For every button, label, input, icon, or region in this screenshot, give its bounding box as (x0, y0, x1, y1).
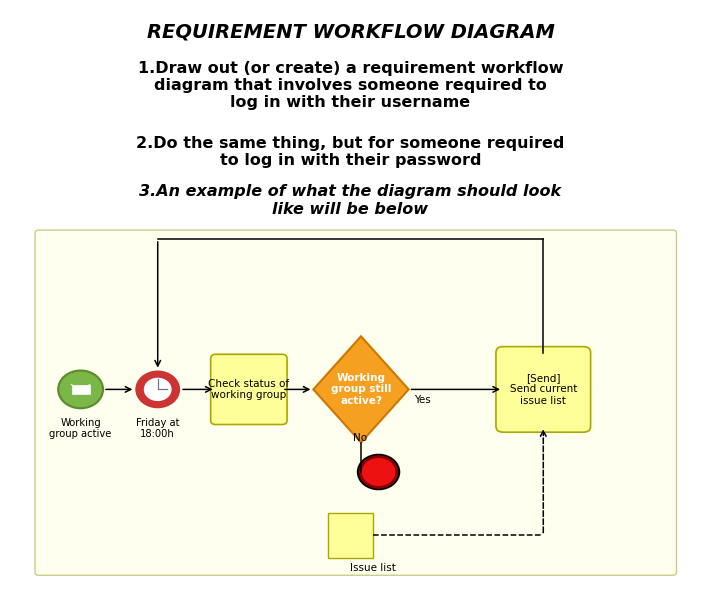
Text: No: No (353, 433, 367, 442)
Circle shape (135, 371, 180, 408)
Text: 1.Draw out (or create) a requirement workflow
diagram that involves someone requ: 1.Draw out (or create) a requirement wor… (138, 61, 563, 110)
FancyBboxPatch shape (35, 230, 676, 575)
Text: 2.Do the same thing, but for someone required
to log in with their password: 2.Do the same thing, but for someone req… (136, 136, 565, 168)
Circle shape (144, 378, 172, 401)
Circle shape (360, 457, 397, 487)
Text: 3.An example of what the diagram should look
like will be below: 3.An example of what the diagram should … (139, 185, 562, 217)
Circle shape (58, 371, 103, 408)
Polygon shape (313, 336, 409, 442)
FancyBboxPatch shape (210, 354, 287, 425)
Text: Issue list: Issue list (350, 563, 396, 572)
Text: Working
group active: Working group active (50, 418, 111, 439)
Text: Working
group still
active?: Working group still active? (331, 373, 391, 406)
FancyBboxPatch shape (328, 513, 373, 558)
FancyBboxPatch shape (496, 347, 590, 432)
Text: [Send]
Send current
issue list: [Send] Send current issue list (510, 373, 577, 406)
Text: Friday at
18:00h: Friday at 18:00h (136, 418, 179, 439)
Text: REQUIREMENT WORKFLOW DIAGRAM: REQUIREMENT WORKFLOW DIAGRAM (147, 23, 554, 42)
FancyBboxPatch shape (72, 385, 90, 394)
Text: Check status of
working group: Check status of working group (208, 379, 290, 400)
Circle shape (357, 454, 400, 490)
Text: Yes: Yes (414, 395, 430, 405)
